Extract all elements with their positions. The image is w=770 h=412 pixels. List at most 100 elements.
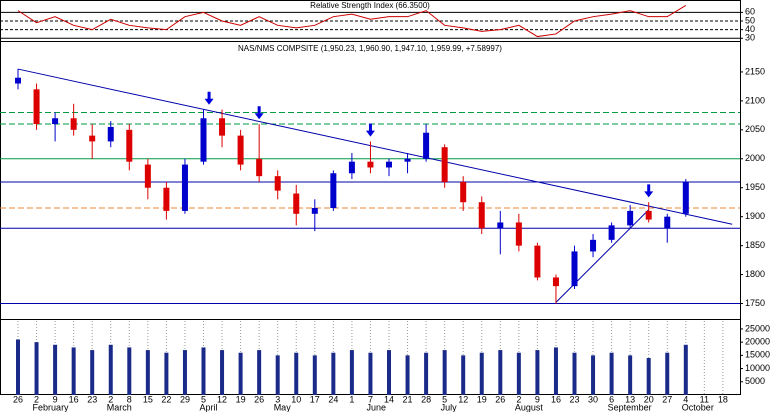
volume-bar (16, 339, 20, 395)
volume-bar (405, 355, 410, 395)
x-tick-label: 10 (291, 394, 301, 404)
volume-bar (609, 352, 614, 395)
x-tick-label: 4 (683, 394, 688, 404)
candle-body (33, 89, 40, 125)
trend-line (17, 68, 733, 225)
volume-bar (108, 344, 113, 395)
y-tick-label: 15000 (745, 350, 770, 360)
candle-body (311, 208, 318, 214)
x-tick-label: 12 (458, 394, 468, 404)
volume-bar (90, 350, 95, 395)
candle-body (608, 225, 615, 240)
month-label: September (608, 402, 652, 412)
volume-bar (646, 358, 651, 395)
volume-bar (572, 352, 577, 395)
volume-bar (479, 352, 484, 395)
y-tick-label: 25000 (745, 323, 770, 333)
x-tick-label: 22 (161, 394, 171, 404)
volume-bar (516, 352, 521, 395)
volume-bar (53, 344, 58, 395)
month-label: July (441, 402, 458, 412)
candle-body (571, 251, 578, 287)
candle-body (478, 202, 485, 229)
volume-bar (201, 347, 206, 395)
volume-bar (535, 350, 540, 395)
rsi-title: Relative Strength Index (66.3500) (310, 1, 430, 10)
month-label: June (366, 402, 386, 412)
volume-bar (238, 352, 243, 395)
volume-bar (294, 352, 299, 395)
candle-body (441, 147, 448, 182)
candle-body (497, 222, 504, 229)
x-tick-label: 13 (625, 394, 635, 404)
x-tick-label: 19 (236, 394, 246, 404)
candle-body (330, 173, 337, 208)
candle-body (664, 216, 671, 229)
volume-bar (331, 352, 336, 395)
month-label: March (107, 402, 132, 412)
x-tick-label: 1 (349, 394, 354, 404)
volume-bar (349, 350, 354, 395)
y-tick-label: 1800 (745, 269, 765, 279)
y-tick-label: 1850 (745, 240, 765, 250)
y-tick-label: 60 (745, 7, 755, 17)
y-tick-label: 2050 (745, 124, 765, 134)
candle-body (423, 132, 430, 159)
y-tick-label: 40 (745, 24, 755, 34)
arrow (254, 106, 264, 120)
x-tick-label: 29 (180, 394, 190, 404)
volume-bar (275, 355, 280, 395)
volume-bar (368, 352, 373, 395)
candle-body (552, 277, 559, 287)
volume-bar (498, 350, 503, 395)
x-tick-label: 26 (13, 394, 23, 404)
x-tick-label: 3 (275, 394, 280, 404)
x-tick-label: 14 (384, 394, 394, 404)
arrow (365, 123, 375, 137)
x-tick-label: 11 (700, 394, 709, 404)
candle-body (590, 239, 597, 252)
x-tick-label: 23 (569, 394, 579, 404)
candle-body (367, 161, 374, 168)
y-tick-label: 5000 (745, 376, 765, 386)
candle-body (460, 181, 467, 203)
candle-body (645, 210, 652, 220)
x-tick-label: 28 (421, 394, 431, 404)
volume-bar (127, 347, 132, 395)
x-tick-label: 16 (551, 394, 561, 404)
x-tick-label: 2 (34, 394, 39, 404)
x-tick-label: 20 (644, 394, 654, 404)
candle-body (52, 118, 59, 125)
volume-bar (553, 347, 558, 395)
x-tick-label: 18 (718, 394, 728, 404)
y-tick-label: 1900 (745, 211, 765, 221)
x-tick-label: 2 (516, 394, 521, 404)
x-tick-label: 12 (217, 394, 227, 404)
price-title: NAS/NMS COMPSITE (1,950.23, 1,960.90, 1,… (238, 44, 502, 53)
frame (0, 0, 741, 395)
candle-body (200, 118, 207, 162)
x-tick-label: 26 (254, 394, 264, 404)
candle-body (89, 135, 96, 142)
rsi-line (17, 5, 687, 38)
x-tick-label: 5 (201, 394, 206, 404)
volume-bar (164, 352, 169, 395)
x-tick-label: 16 (69, 394, 79, 404)
x-tick-label: 27 (662, 394, 672, 404)
x-tick-label: 17 (310, 394, 320, 404)
candle-body (682, 181, 689, 214)
y-tick-label: 2000 (745, 153, 765, 163)
candle-body (144, 164, 151, 188)
y-tick-label: 1750 (745, 298, 765, 308)
month-label: August (515, 402, 544, 412)
volume-bar (442, 350, 447, 395)
x-tick-label: 30 (588, 394, 598, 404)
arrow (204, 91, 214, 105)
x-tick-label: 9 (53, 394, 58, 404)
volume-bar (665, 352, 670, 395)
volume-bar (461, 355, 466, 395)
volume-bar (182, 350, 187, 395)
candle-body (15, 77, 21, 84)
candle-body (237, 135, 244, 165)
